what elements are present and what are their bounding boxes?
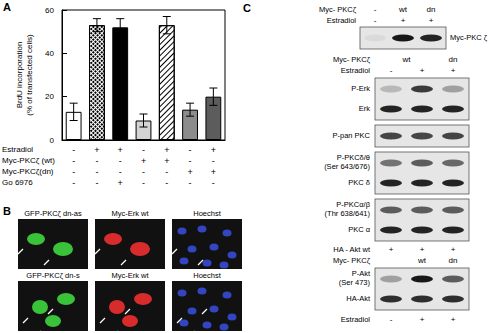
svg-text:-: -: [95, 156, 98, 166]
svg-text:-: -: [119, 156, 122, 166]
svg-text:Hoechst: Hoechst: [193, 271, 221, 280]
svg-text:Myc-PKCζ(dn): Myc-PKCζ(dn): [2, 167, 54, 176]
svg-text:C: C: [243, 2, 251, 14]
svg-text:-: -: [390, 315, 393, 324]
svg-text:Myc- PKCζ: Myc- PKCζ: [319, 5, 357, 14]
svg-text:-: -: [189, 178, 192, 188]
svg-text:HA-Akt: HA-Akt: [346, 294, 371, 303]
svg-text:+: +: [118, 178, 123, 188]
svg-text:HA - Akt wt: HA - Akt wt: [333, 245, 371, 254]
svg-text:-: -: [72, 178, 75, 188]
svg-text:PKC δ: PKC δ: [348, 178, 370, 187]
svg-text:40: 40: [45, 49, 54, 58]
svg-text:-: -: [165, 167, 168, 177]
svg-text:+: +: [429, 16, 434, 25]
svg-text:(% of transfected cells): (% of transfected cells): [25, 34, 34, 116]
svg-text:(Thr 638/641): (Thr 638/641): [325, 209, 371, 218]
svg-text:Estradiol: Estradiol: [341, 66, 371, 75]
svg-text:-: -: [374, 5, 377, 14]
svg-text:-: -: [142, 145, 145, 155]
svg-text:+: +: [164, 156, 169, 166]
svg-text:Myc-PKCζ (wt): Myc-PKCζ (wt): [2, 156, 55, 165]
svg-text:Myc-Erk wt: Myc-Erk wt: [111, 209, 149, 218]
svg-text:Estradiol: Estradiol: [341, 315, 371, 324]
svg-text:-: -: [212, 156, 215, 166]
svg-text:-: -: [142, 178, 145, 188]
svg-text:-: -: [95, 167, 98, 177]
svg-text:A: A: [3, 1, 11, 13]
svg-text:-: -: [212, 178, 215, 188]
svg-text:+: +: [451, 66, 456, 75]
svg-text:P-pan PKC: P-pan PKC: [332, 131, 370, 140]
svg-text:wt: wt: [398, 5, 408, 14]
svg-text:GFP-PKCζ dn-as: GFP-PKCζ dn-as: [24, 209, 82, 218]
svg-text:dn: dn: [449, 256, 458, 265]
svg-text:+: +: [420, 66, 425, 75]
svg-text:+: +: [401, 16, 406, 25]
svg-text:-: -: [72, 167, 75, 177]
svg-text:P-Erk: P-Erk: [351, 84, 370, 93]
svg-text:-: -: [72, 156, 75, 166]
svg-text:+: +: [118, 145, 123, 155]
svg-text:-: -: [189, 145, 192, 155]
svg-text:B: B: [3, 205, 11, 217]
svg-text:-: -: [374, 16, 377, 25]
svg-text:+: +: [187, 167, 192, 177]
svg-text:dn: dn: [449, 55, 458, 64]
svg-text:-: -: [95, 178, 98, 188]
svg-text:-: -: [119, 167, 122, 177]
svg-text:P-PKCδ/θ: P-PKCδ/θ: [337, 153, 370, 162]
svg-text:P-PKCα/β: P-PKCα/β: [336, 200, 370, 209]
svg-text:-: -: [142, 167, 145, 177]
svg-text:Myc-Erk wt: Myc-Erk wt: [111, 271, 149, 280]
svg-text:dn: dn: [427, 5, 436, 14]
svg-text:+: +: [389, 245, 394, 254]
svg-text:Myc-PKC ζ: Myc-PKC ζ: [450, 33, 488, 42]
svg-text:0: 0: [50, 136, 55, 145]
svg-text:P-Akt: P-Akt: [352, 269, 371, 278]
svg-text:BrdU incorporation: BrdU incorporation: [15, 42, 24, 109]
svg-text:+: +: [94, 145, 99, 155]
svg-text:Myc- PKCζ: Myc- PKCζ: [333, 55, 371, 64]
svg-text:+: +: [141, 156, 146, 166]
svg-text:(Ser 473): (Ser 473): [339, 278, 371, 287]
svg-text:-: -: [72, 145, 75, 155]
svg-text:+: +: [451, 315, 456, 324]
svg-text:-: -: [189, 156, 192, 166]
svg-text:-: -: [390, 66, 393, 75]
svg-text:Estradiol: Estradiol: [327, 16, 357, 25]
svg-text:Go 6976: Go 6976: [2, 178, 33, 187]
svg-text:20: 20: [45, 92, 54, 101]
svg-text:PKC α: PKC α: [348, 225, 371, 234]
svg-text:Myc- PKCζ: Myc- PKCζ: [333, 256, 371, 265]
svg-text:Hoechst: Hoechst: [193, 209, 221, 218]
svg-text:wt: wt: [417, 256, 427, 265]
svg-text:+: +: [451, 245, 456, 254]
svg-text:wt: wt: [402, 55, 412, 64]
svg-text:+: +: [164, 145, 169, 155]
svg-text:+: +: [420, 315, 425, 324]
svg-text:(Ser 643/676): (Ser 643/676): [324, 162, 370, 171]
svg-text:GFP-PKCζ dn-s: GFP-PKCζ dn-s: [26, 271, 80, 280]
svg-text:+: +: [211, 145, 216, 155]
svg-text:-: -: [165, 178, 168, 188]
svg-text:Estradiol: Estradiol: [2, 145, 33, 154]
svg-text:+: +: [420, 245, 425, 254]
svg-text:60: 60: [45, 6, 54, 15]
svg-text:Erk: Erk: [359, 104, 371, 113]
svg-text:+: +: [211, 167, 216, 177]
